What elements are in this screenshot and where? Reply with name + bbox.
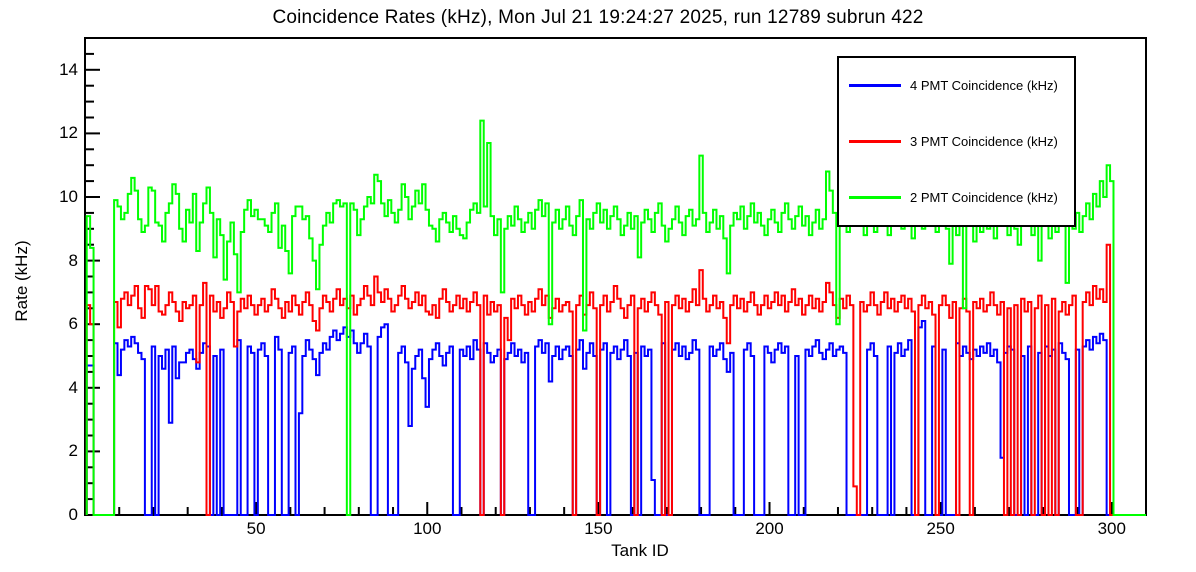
legend-line-4pmt <box>849 84 901 88</box>
x-axis-title: Tank ID <box>611 541 669 560</box>
legend-box: 4 PMT Coincidence (kHz) 3 PMT Coincidenc… <box>837 56 1076 227</box>
legend-label-4pmt: 4 PMT Coincidence (kHz) <box>910 78 1058 94</box>
x-tick-label: 300 <box>1097 519 1126 538</box>
y-tick-label: 0 <box>68 505 78 524</box>
y-tick-label: 2 <box>68 441 78 461</box>
x-tick-label: 100 <box>413 519 442 538</box>
legend-entry-3pmt: 3 PMT Coincidence (kHz) <box>839 114 1074 170</box>
legend-line-3pmt <box>849 140 901 143</box>
x-tick-label: 150 <box>584 519 613 538</box>
y-tick-label: 6 <box>68 314 78 334</box>
x-tick-label: 50 <box>246 519 266 538</box>
legend-entry-4pmt: 4 PMT Coincidence (kHz) <box>839 58 1074 114</box>
series-4pmt-histogram <box>85 320 1146 516</box>
plot-title: Coincidence Rates (kHz), Mon Jul 21 19:2… <box>272 7 924 28</box>
y-tick-label: 4 <box>68 377 78 397</box>
legend-entry-2pmt: 2 PMT Coincidence (kHz) <box>839 169 1074 225</box>
y-tick-label: 12 <box>59 123 78 143</box>
x-tick-label: 250 <box>926 519 955 538</box>
y-tick-label: 14 <box>59 59 78 79</box>
series-3pmt-histogram <box>85 243 1146 516</box>
x-tick-label: 200 <box>755 519 784 538</box>
legend-line-2pmt <box>849 195 901 199</box>
y-tick-label: 8 <box>68 250 78 270</box>
plot-frame <box>84 37 1147 516</box>
y-tick-label: 10 <box>59 187 78 206</box>
legend-label-3pmt: 3 PMT Coincidence (kHz) <box>910 134 1058 149</box>
legend-label-2pmt: 2 PMT Coincidence (kHz) <box>910 189 1058 205</box>
